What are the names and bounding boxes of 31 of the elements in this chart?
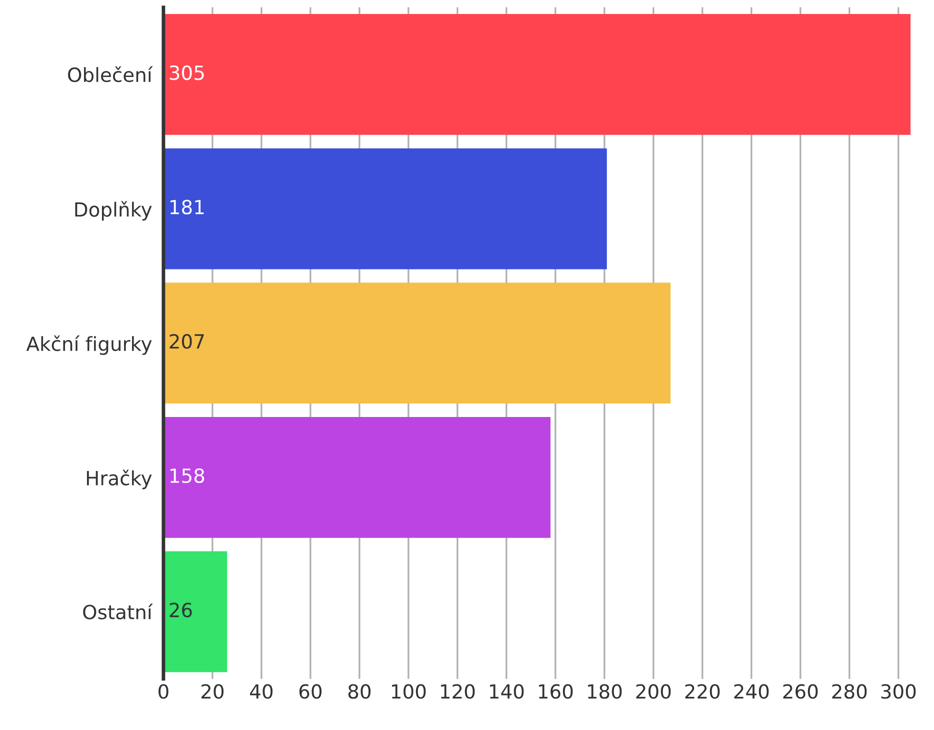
x-tick-label: 0 [158, 684, 168, 699]
y-tick-label: Oblečení [68, 66, 153, 82]
data-label: 181 [170, 200, 204, 214]
x-tick-label: 120 [441, 684, 475, 699]
x-tick-label: 200 [636, 684, 671, 699]
x-tick-label: 260 [783, 684, 818, 699]
y-tick-label: Ostatní [83, 604, 153, 620]
x-tick-label: 280 [832, 684, 867, 699]
x-tick-label: 240 [734, 684, 769, 699]
x-tick-label: 140 [490, 684, 524, 699]
y-tick-label: Akční figurky [26, 335, 152, 355]
x-tick-label: 60 [299, 684, 322, 699]
x-tick-label: 100 [392, 684, 426, 699]
x-tick-label: 180 [588, 684, 622, 699]
y-tick-label: Doplňky [75, 201, 152, 221]
x-tick-label: 160 [539, 684, 573, 699]
x-tick-label: 80 [348, 684, 371, 699]
data-label: 305 [170, 65, 204, 80]
x-tick-label: 300 [881, 684, 916, 699]
bar [163, 416, 551, 538]
bar [163, 148, 607, 270]
bar [163, 14, 911, 135]
bar [163, 282, 671, 404]
data-label: 207 [170, 334, 204, 349]
data-label: 158 [170, 468, 204, 484]
x-tick-label: 40 [250, 684, 273, 699]
bar [163, 551, 228, 672]
x-tick-label: 20 [202, 684, 224, 699]
x-tick-label: 220 [685, 684, 720, 699]
data-label: 26 [170, 602, 192, 618]
y-tick-label: Hračky [86, 470, 152, 490]
